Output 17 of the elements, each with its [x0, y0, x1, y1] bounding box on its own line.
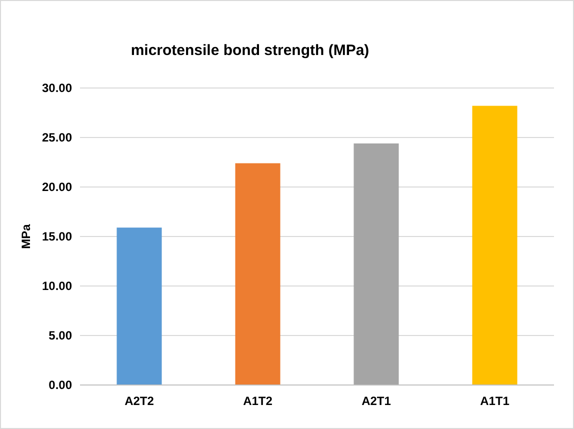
bar	[235, 163, 280, 385]
x-tick-label: A1T1	[480, 394, 510, 408]
y-tick-label: 30.00	[42, 81, 72, 96]
y-tick-label: 10.00	[42, 279, 72, 294]
bar	[472, 106, 518, 385]
x-tick-label: A1T2	[243, 394, 273, 408]
x-tick-label: A2T2	[124, 394, 154, 408]
y-tick-label: 5.00	[48, 328, 72, 343]
y-tick-label: 20.00	[42, 180, 72, 194]
bar	[116, 228, 162, 385]
y-tick-label: 15.00	[42, 230, 72, 244]
y-axis-title: MPa	[19, 224, 33, 249]
y-tick-label: 25.00	[42, 130, 72, 145]
x-tick-label: A2T1	[362, 394, 392, 408]
chart-title: microtensile bond strength (MPa)	[130, 42, 370, 59]
y-tick-label: 0.00	[48, 378, 72, 392]
bar	[354, 143, 399, 385]
